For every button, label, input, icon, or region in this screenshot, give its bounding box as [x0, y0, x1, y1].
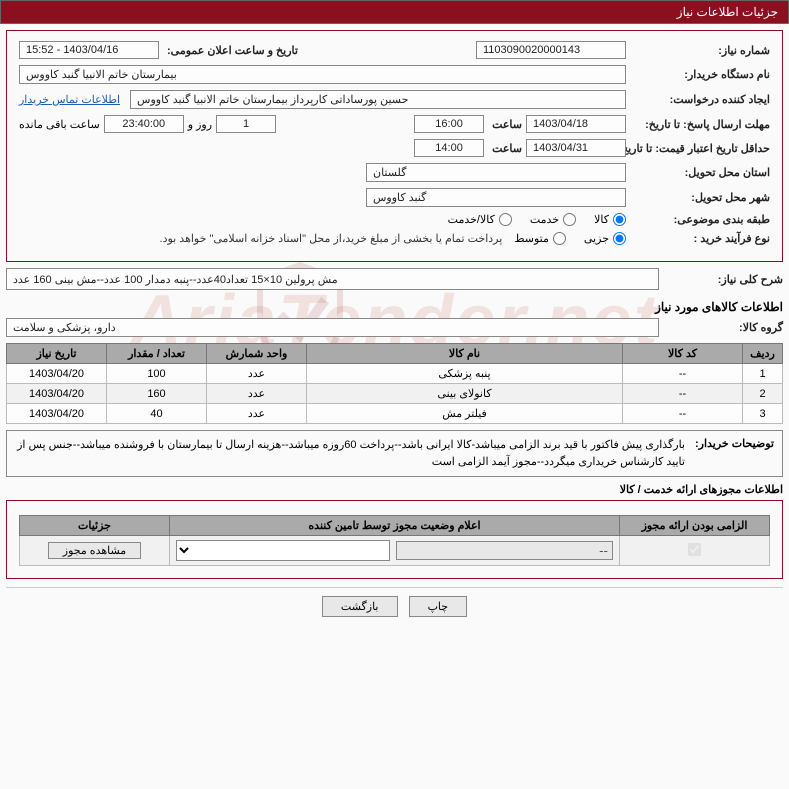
reply-date: 1403/04/18: [526, 115, 626, 133]
page-title-bar: جزئیات اطلاعات نیاز: [0, 0, 789, 24]
table-cell: عدد: [207, 384, 307, 404]
radio-service[interactable]: خدمت: [530, 213, 576, 226]
goods-table: ردیف کد کالا نام کالا واحد شمارش تعداد /…: [6, 343, 783, 424]
buyer-org-label: نام دستگاه خریدار:: [630, 68, 770, 81]
days-word: روز و: [188, 118, 212, 131]
hour-label-2: ساعت: [488, 142, 522, 155]
print-button[interactable]: چاپ: [409, 596, 468, 617]
general-desc-value: مش پرولین 10×15 تعداد40عدد--پنبه دمدار 1…: [6, 268, 659, 290]
general-desc-label: شرح کلی نیاز:: [663, 273, 783, 286]
radio-both[interactable]: کالا/خدمت: [448, 213, 512, 226]
th-unit: واحد شمارش: [207, 344, 307, 364]
table-cell: عدد: [207, 404, 307, 424]
province-label: استان محل تحویل:: [630, 166, 770, 179]
remain-suffix: ساعت باقی مانده: [19, 118, 100, 131]
table-cell: 1403/04/20: [7, 384, 107, 404]
buyer-notes-text: بارگذاری پیش فاکتور با قید برند الزامی م…: [15, 437, 685, 470]
reply-deadline-label: مهلت ارسال پاسخ: تا تاریخ:: [630, 118, 770, 131]
city-value: گنبد کاووس: [366, 188, 626, 207]
view-license-button[interactable]: مشاهده مجوز: [48, 542, 141, 559]
main-details-section: شماره نیاز: 1103090020000143 تاریخ و ساع…: [6, 30, 783, 262]
table-cell: --: [623, 384, 743, 404]
radio-partial[interactable]: جزیی: [584, 232, 626, 245]
buyer-contact-link[interactable]: اطلاعات تماس خریدار: [19, 93, 126, 106]
province-value: گلستان: [366, 163, 626, 182]
requester-label: ایجاد کننده درخواست:: [630, 93, 770, 106]
table-cell: کانولای بینی: [307, 384, 623, 404]
buyer-notes-label: توضیحات خریدار:: [695, 437, 774, 450]
city-label: شهر محل تحویل:: [630, 191, 770, 204]
license-status-select[interactable]: [176, 540, 390, 561]
table-cell: 40: [107, 404, 207, 424]
back-button[interactable]: بازگشت: [322, 596, 398, 617]
table-cell: --: [623, 404, 743, 424]
radio-goods[interactable]: کالا: [594, 213, 626, 226]
radio-goods-input[interactable]: [613, 213, 626, 226]
goods-info-title: اطلاعات کالاهای مورد نیاز: [6, 300, 783, 314]
topic-label: طبقه بندی موضوعی:: [630, 213, 770, 226]
th-date: تاریخ نیاز: [7, 344, 107, 364]
topic-radio-group: کالا خدمت کالا/خدمت: [448, 213, 626, 226]
th-details: جزئیات: [20, 516, 170, 536]
buyer-notes-box: توضیحات خریدار: بارگذاری پیش فاکتور با ق…: [6, 430, 783, 477]
process-note: پرداخت تمام یا بخشی از مبلغ خرید،از محل …: [160, 232, 511, 245]
radio-medium[interactable]: متوسط: [514, 232, 566, 245]
table-cell: 1: [743, 364, 783, 384]
table-cell: پنبه پزشکی: [307, 364, 623, 384]
table-row: 1--پنبه پزشکیعدد1001403/04/20: [7, 364, 783, 384]
goods-group-value: دارو، پزشکی و سلامت: [6, 318, 659, 337]
th-row: ردیف: [743, 344, 783, 364]
radio-medium-input[interactable]: [553, 232, 566, 245]
license-section-title: اطلاعات مجوزهای ارائه خدمت / کالا: [6, 483, 783, 496]
table-row: 2--کانولای بینیعدد1601403/04/20: [7, 384, 783, 404]
license-table: الزامی بودن ارائه مجوز اعلام وضعیت مجوز …: [19, 515, 770, 566]
license-box: الزامی بودن ارائه مجوز اعلام وضعیت مجوز …: [6, 500, 783, 579]
table-cell: 100: [107, 364, 207, 384]
table-cell: عدد: [207, 364, 307, 384]
license-status-text: [396, 541, 613, 560]
radio-partial-input[interactable]: [613, 232, 626, 245]
reply-hour: 16:00: [414, 115, 484, 133]
footer-buttons: چاپ بازگشت: [6, 587, 783, 617]
table-cell: فیلتر مش: [307, 404, 623, 424]
table-cell: 1403/04/20: [7, 404, 107, 424]
th-code: کد کالا: [623, 344, 743, 364]
table-cell: 3: [743, 404, 783, 424]
goods-group-label: گروه کالا:: [663, 321, 783, 334]
process-label: نوع فرآیند خرید :: [630, 232, 770, 245]
th-qty: تعداد / مقدار: [107, 344, 207, 364]
license-mandatory-checkbox: [688, 543, 701, 556]
announce-value: 1403/04/16 - 15:52: [19, 41, 159, 59]
validity-label: حداقل تاریخ اعتبار قیمت: تا تاریخ:: [630, 142, 770, 155]
announce-label: تاریخ و ساعت اعلان عمومی:: [163, 44, 298, 57]
requester-value: حسین پورساداتی کارپرداز بیمارستان خاتم ا…: [130, 90, 626, 109]
need-no-value: 1103090020000143: [476, 41, 626, 59]
buyer-org-value: بیمارستان خاتم الانبیا گنبد کاووس: [19, 65, 626, 84]
th-mandatory: الزامی بودن ارائه مجوز: [620, 516, 770, 536]
table-row: 3--فیلتر مشعدد401403/04/20: [7, 404, 783, 424]
process-radio-group: جزیی متوسط: [514, 232, 626, 245]
validity-date: 1403/04/31: [526, 139, 626, 157]
need-no-label: شماره نیاز:: [630, 44, 770, 57]
table-cell: 1403/04/20: [7, 364, 107, 384]
th-name: نام کالا: [307, 344, 623, 364]
license-row: مشاهده مجوز: [20, 536, 770, 566]
hour-label-1: ساعت: [488, 118, 522, 131]
days-count: 1: [216, 115, 276, 133]
validity-hour: 14:00: [414, 139, 484, 157]
remain-time: 23:40:00: [104, 115, 184, 133]
th-status: اعلام وضعیت مجوز توسط تامین کننده: [170, 516, 620, 536]
table-cell: --: [623, 364, 743, 384]
radio-service-input[interactable]: [563, 213, 576, 226]
page-title: جزئیات اطلاعات نیاز: [677, 5, 778, 19]
table-cell: 160: [107, 384, 207, 404]
table-cell: 2: [743, 384, 783, 404]
radio-both-input[interactable]: [499, 213, 512, 226]
